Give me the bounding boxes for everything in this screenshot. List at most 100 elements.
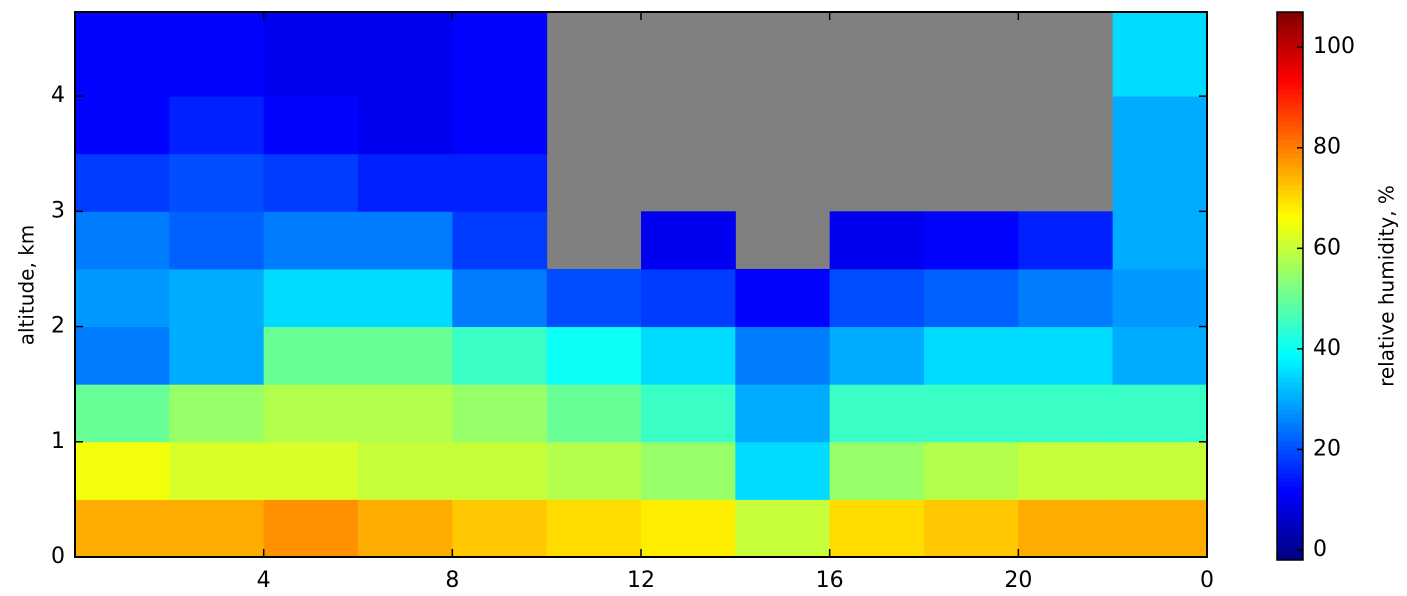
colorbar-segment [1277, 139, 1303, 145]
heat-cell [1018, 499, 1114, 558]
y-tick-label: 3 [51, 198, 65, 223]
heat-cell [1018, 326, 1114, 385]
colorbar-segment [1277, 381, 1303, 387]
colorbar-segment [1277, 235, 1303, 241]
colorbar-segment [1277, 39, 1303, 45]
heat-cell [452, 441, 548, 500]
colorbar-segment [1277, 121, 1303, 127]
heat-cell [1018, 268, 1114, 328]
colorbar-segment [1277, 336, 1303, 342]
colorbar-segment [1277, 249, 1303, 255]
colorbar-segment [1277, 354, 1303, 360]
colorbar-segment [1277, 176, 1303, 182]
heat-cell [263, 499, 359, 558]
colorbar-frame [1276, 11, 1304, 561]
heat-cell [358, 96, 453, 155]
heat-cell [1112, 268, 1208, 328]
heat-cell [924, 441, 1019, 500]
colorbar-segment [1277, 340, 1303, 346]
heat-cell [924, 326, 1019, 385]
y-tick-label: 4 [51, 83, 65, 108]
colorbar-segment [1277, 432, 1303, 438]
colorbar-segment [1277, 71, 1303, 77]
colorbar-segment [1277, 203, 1303, 209]
x-tick-label: 0 [1200, 568, 1214, 593]
x-tick-label: 4 [257, 568, 271, 593]
heat-cell [263, 326, 359, 385]
colorbar-segment [1277, 436, 1303, 442]
colorbar-segment [1277, 258, 1303, 264]
colorbar-segment [1277, 477, 1303, 483]
colorbar-tick-label: 40 [1313, 336, 1341, 361]
heat-cell [75, 326, 170, 385]
colorbar-segment [1277, 454, 1303, 461]
heat-cell [829, 441, 925, 500]
colorbar-segment [1277, 281, 1303, 287]
heat-cell [169, 96, 265, 155]
heat-cell [452, 268, 548, 328]
x-tick-label: 16 [816, 568, 844, 593]
colorbar-segment [1277, 349, 1303, 355]
colorbar-segment [1277, 409, 1303, 415]
colorbar-segment [1277, 240, 1303, 246]
heat-cell [75, 384, 170, 443]
colorbar-segment [1277, 158, 1303, 164]
colorbar-segment [1277, 180, 1303, 187]
colorbar-segment [1277, 149, 1303, 155]
colorbar-segment [1277, 386, 1303, 392]
colorbar-segment [1277, 21, 1303, 27]
colorbar-segment [1277, 445, 1303, 451]
colorbar-segment [1277, 62, 1303, 68]
heat-cell [1112, 499, 1208, 558]
colorbar-segment [1277, 75, 1303, 81]
heat-cell [452, 211, 548, 270]
heat-cell [546, 268, 642, 328]
heat-cell [75, 441, 170, 500]
heat-cell [735, 326, 831, 385]
heat-cell [735, 384, 831, 443]
colorbar-segment [1277, 368, 1303, 374]
heat-cell [75, 153, 170, 212]
colorbar-segment [1277, 30, 1303, 36]
colorbar-segment [1277, 304, 1303, 310]
colorbar-segment [1277, 276, 1303, 282]
heat-cell [263, 96, 359, 155]
colorbar-segment [1277, 185, 1303, 191]
heat-cell [358, 441, 453, 500]
colorbar-segment [1277, 395, 1303, 401]
heat-cell [829, 499, 925, 558]
colorbar-segment [1277, 231, 1303, 237]
heat-cell [358, 499, 453, 558]
heat-cell [1018, 384, 1114, 443]
colorbar-tick-label: 60 [1313, 235, 1341, 260]
heat-cell [169, 326, 265, 385]
heat-cell [641, 441, 736, 500]
heat-cell [924, 384, 1019, 443]
heat-cell [358, 268, 453, 328]
colorbar-segment [1277, 43, 1303, 50]
heat-cell [641, 326, 736, 385]
colorbar-label: relative humidity, % [1375, 185, 1399, 387]
colorbar-segment [1277, 89, 1303, 95]
colorbar-segment [1277, 53, 1303, 59]
colorbar-segment [1277, 491, 1303, 497]
colorbar-segment [1277, 162, 1303, 168]
heat-cell [1112, 441, 1208, 500]
colorbar-segment [1277, 66, 1303, 72]
heat-cell [1112, 211, 1208, 270]
x-tick-label: 12 [627, 568, 655, 593]
heat-cell [641, 384, 736, 443]
heat-cell [263, 268, 359, 328]
heat-cell [546, 441, 642, 500]
colorbar-segment [1277, 217, 1303, 223]
colorbar-segment [1277, 327, 1303, 333]
heat-cell [169, 441, 265, 500]
colorbar-segment [1277, 25, 1303, 31]
heat-cell [1018, 211, 1114, 270]
colorbar-segment [1277, 263, 1303, 269]
colorbar-segment [1277, 212, 1303, 218]
colorbar-segment [1277, 473, 1303, 479]
colorbar-segment [1277, 267, 1303, 273]
colorbar-segment [1277, 48, 1303, 54]
colorbar-segment [1277, 528, 1303, 534]
